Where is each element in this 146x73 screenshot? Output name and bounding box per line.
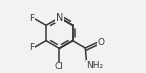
Text: F: F xyxy=(30,14,35,23)
Text: F: F xyxy=(30,43,35,52)
Text: NH₂: NH₂ xyxy=(86,61,104,70)
Text: Cl: Cl xyxy=(55,62,64,71)
Text: O: O xyxy=(97,38,104,47)
Text: N: N xyxy=(56,13,63,23)
